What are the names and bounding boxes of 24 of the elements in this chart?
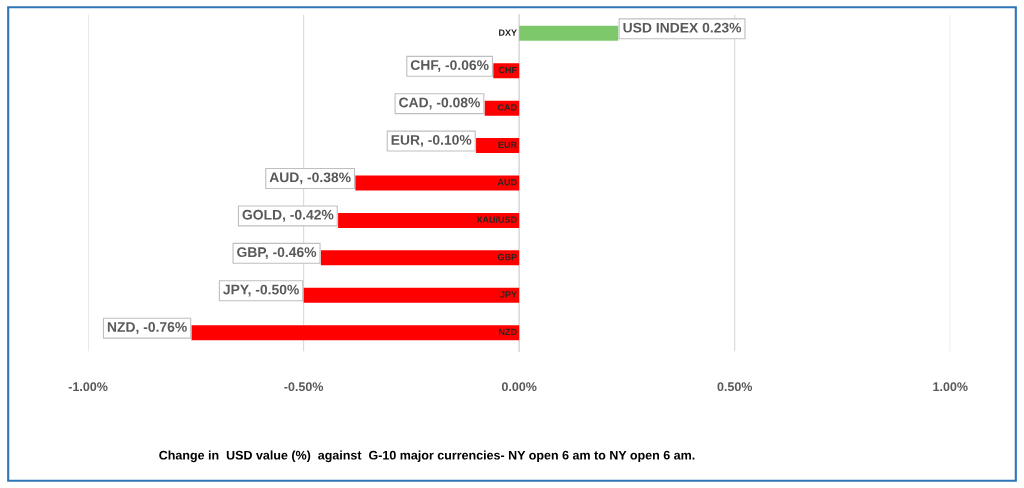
y-tick-label: XAU/USD [476, 216, 517, 223]
y-tick-label: NZD [499, 328, 517, 335]
data-label: JPY, -0.50% [223, 284, 299, 297]
data-label: CAD, -0.08% [399, 97, 480, 110]
data-label: AUD, -0.38% [269, 172, 351, 185]
y-tick-label: GBP [497, 253, 517, 261]
data-label: GOLD, -0.42% [242, 209, 334, 222]
x-tick-label: -1.00% [68, 382, 108, 392]
x-tick-label: -0.50% [284, 382, 324, 392]
y-tick-label: CAD [497, 104, 517, 111]
data-label: EUR, -0.10% [391, 134, 472, 147]
data-label: CHF, -0.06% [410, 60, 489, 73]
y-tick-label: EUR [498, 141, 517, 149]
y-tick-label: JPY [500, 291, 517, 298]
y-tick-label: DXY [499, 29, 517, 36]
x-tick-label: 0.50% [717, 382, 753, 392]
x-tick-label: 1.00% [933, 382, 968, 392]
y-tick-label: CHF [498, 66, 517, 74]
data-label: USD INDEX 0.23% [623, 22, 742, 33]
x-tick-label: 0.00% [501, 382, 537, 392]
text: Change in USD value (%) against G-10 major currencies- NY open 6 am to NY open 6 am. [159, 450, 695, 463]
data-label: GBP, -0.46% [237, 247, 317, 260]
y-tick-label: AUD [497, 179, 517, 186]
data-label: NZD, -0.76% [107, 322, 187, 334]
